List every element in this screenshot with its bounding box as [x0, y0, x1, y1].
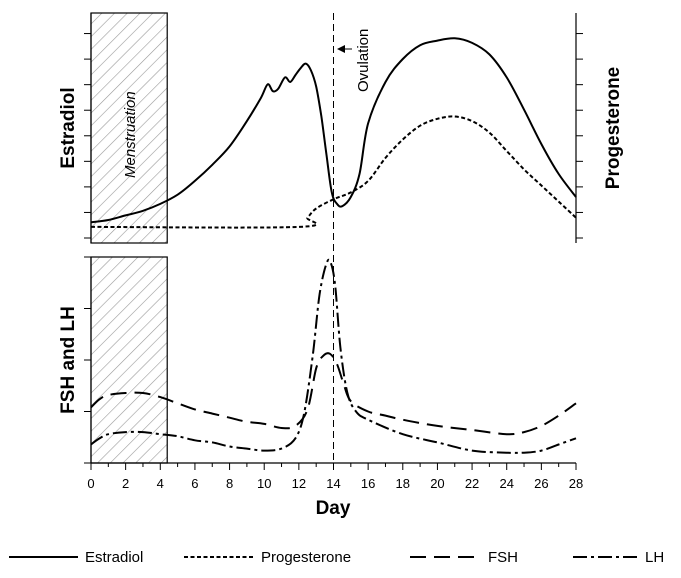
x-tick-label: 24: [499, 476, 513, 491]
menstruation-shaded-region-top: [90, 12, 168, 244]
y-axis-title-estradiol: Estradiol: [58, 87, 79, 168]
x-tick-label: 28: [569, 476, 583, 491]
y-axis-title-progesterone: Progesterone: [603, 67, 624, 189]
series-layer: [90, 37, 577, 454]
x-tick-labels: 0 2 4 6 8 10 12 14 16 18 20 22 24 26 28: [87, 476, 583, 491]
x-tick-label: 8: [226, 476, 233, 491]
y-axis-title-fsh-lh: FSH and LH: [58, 306, 79, 414]
menstruation-label: Menstruation: [122, 91, 139, 178]
menstruation-shaded-region-bottom: [90, 256, 168, 464]
x-tick-label: 20: [430, 476, 444, 491]
x-tick-label: 14: [326, 476, 340, 491]
series-lh-line: [90, 258, 577, 454]
legend-label-lh: LH: [645, 549, 664, 566]
series-progesterone-line: [90, 115, 577, 229]
x-tick-label: 6: [191, 476, 198, 491]
ovulation-label: Ovulation: [355, 29, 372, 92]
x-axis-title: Day: [316, 498, 351, 519]
x-tick-label: 4: [157, 476, 164, 491]
x-tick-label: 16: [361, 476, 375, 491]
series-fsh-line: [90, 352, 577, 436]
x-tick-label: 2: [122, 476, 129, 491]
legend-label-progesterone: Progesterone: [261, 549, 351, 566]
x-tick-label: 22: [465, 476, 479, 491]
legend-label-fsh: FSH: [488, 549, 518, 566]
x-tick-label: 0: [87, 476, 94, 491]
legend-label-estradiol: Estradiol: [85, 549, 143, 566]
x-tick-label: 10: [257, 476, 271, 491]
legend: Estradiol Progesterone FSH LH: [9, 549, 664, 566]
series-estradiol-line: [90, 37, 577, 224]
x-tick-label: 26: [534, 476, 548, 491]
x-tick-label: 12: [292, 476, 306, 491]
x-tick-label: 18: [396, 476, 410, 491]
axis-ticks: [84, 33, 583, 470]
